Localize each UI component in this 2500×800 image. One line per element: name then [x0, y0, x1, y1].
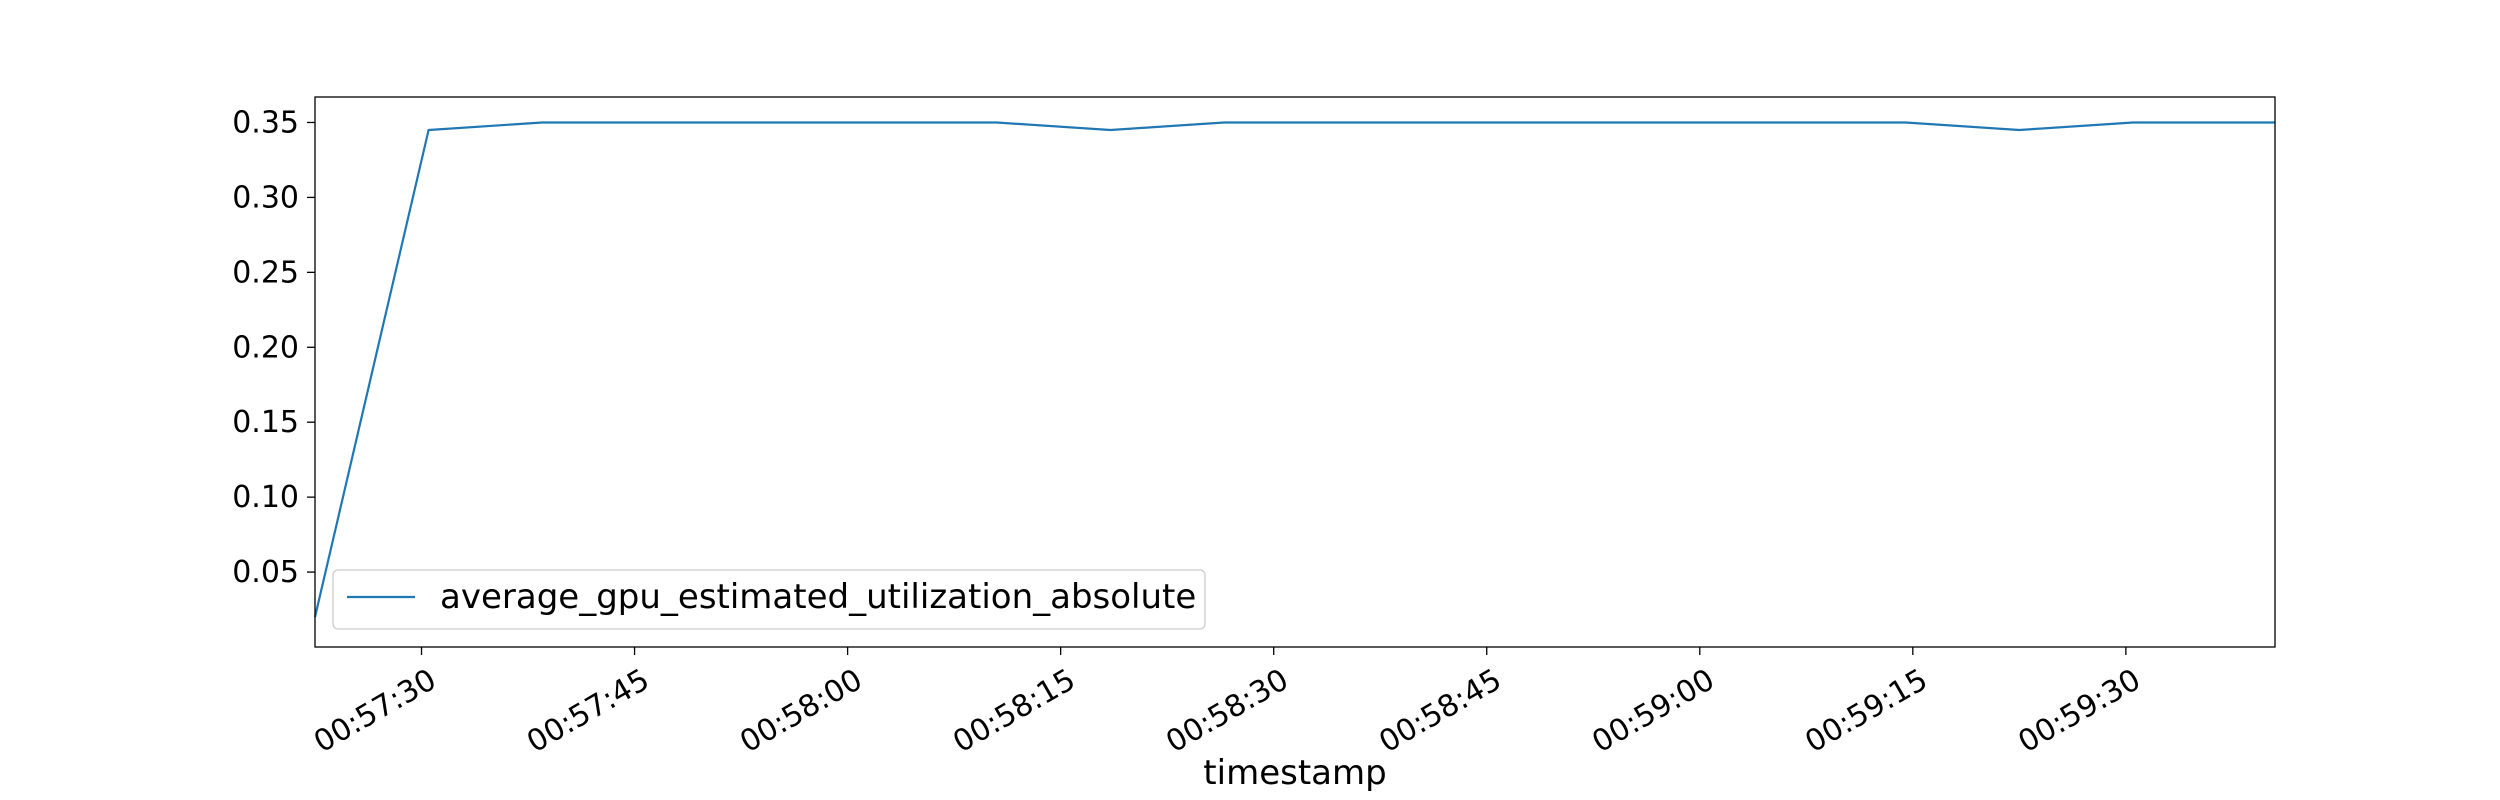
y-tick-label: 0.30 [232, 180, 299, 215]
y-tick-label: 0.05 [232, 555, 299, 590]
x-axis-title: timestamp [1203, 753, 1386, 793]
legend-label: average_gpu_estimated_utilization_absolu… [440, 577, 1196, 617]
y-tick-label: 0.25 [232, 255, 299, 290]
x-tick-label: 00:57:30 [308, 662, 442, 760]
y-tick-label: 0.35 [232, 105, 299, 140]
plot-area [315, 97, 2275, 647]
x-tick-label: 00:57:45 [521, 662, 655, 760]
series-line [313, 121, 2275, 618]
x-tick-label: 00:59:00 [1586, 662, 1720, 760]
legend-box [332, 569, 1206, 630]
y-tick-label: 0.15 [232, 405, 299, 440]
x-tick-label: 00:58:15 [947, 662, 1081, 760]
y-tick-label: 0.10 [232, 480, 299, 515]
x-tick-label: 00:59:15 [1799, 662, 1933, 760]
x-axis-ticks: 00:57:30 00:57:45 00:58:00 00:58:15 00:58:30… [308, 647, 2147, 760]
x-tick-label: 00:59:30 [2012, 662, 2146, 760]
x-tick-label: 00:58:45 [1373, 662, 1507, 760]
legend: average_gpu_estimated_utilization_absolu… [332, 569, 1206, 630]
x-tick-label: 00:58:00 [734, 662, 868, 760]
plot-frame [314, 96, 2276, 648]
x-tick-label: 00:58:30 [1160, 662, 1294, 760]
y-axis-ticks: 0.05 0.10 0.15 0.20 0.25 0.30 0.35 [232, 105, 315, 590]
y-tick-label: 0.20 [232, 330, 299, 365]
series-layer [313, 121, 2275, 618]
